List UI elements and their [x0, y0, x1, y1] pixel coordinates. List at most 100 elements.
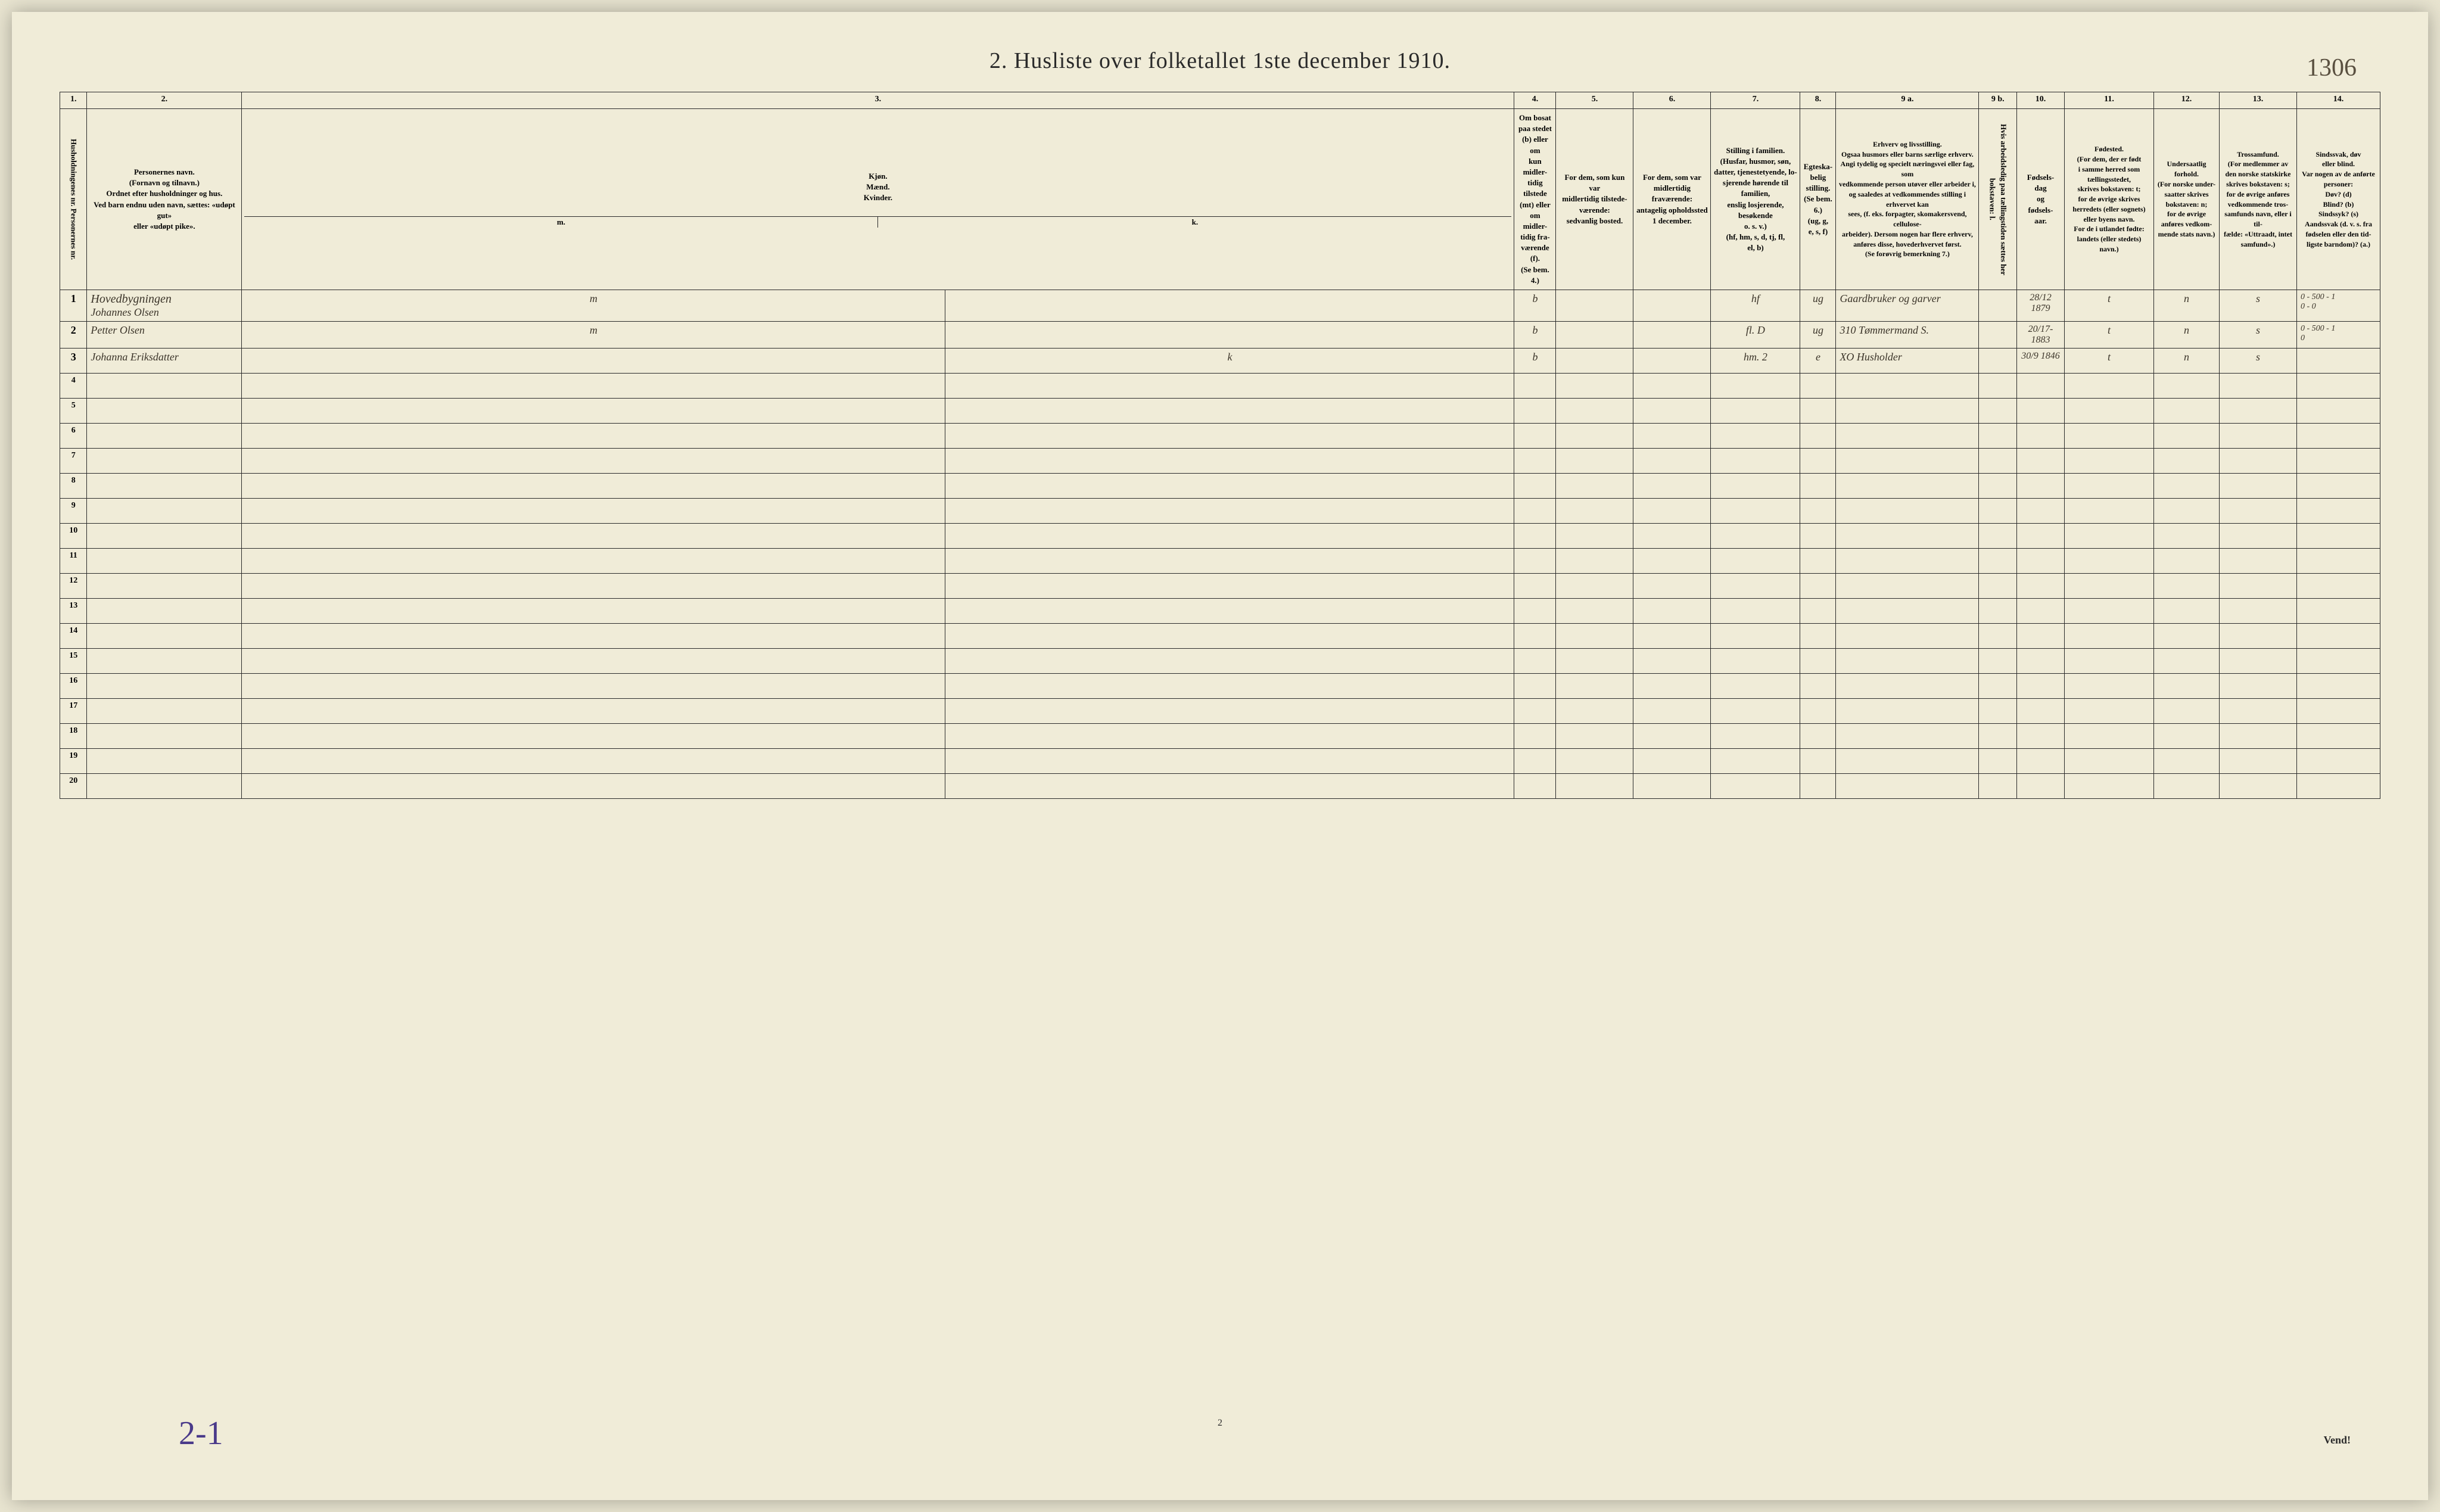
- cell: [1556, 624, 1633, 649]
- cell: [2017, 699, 2065, 724]
- cell: [2017, 374, 2065, 399]
- colnum-12: 12.: [2154, 92, 2220, 109]
- erhverv: XO Husholder: [1836, 349, 1979, 374]
- cell: [1711, 424, 1800, 449]
- cell: [2297, 424, 2380, 449]
- rownum: 12: [60, 574, 87, 599]
- cell: [1633, 524, 1711, 549]
- cell: [1836, 674, 1979, 699]
- cell: [87, 549, 242, 574]
- cell: [2154, 624, 2220, 649]
- cell: [1556, 774, 1633, 799]
- bosat: b: [1514, 290, 1556, 322]
- cell: [1556, 749, 1633, 774]
- cell: [87, 699, 242, 724]
- cell: [2017, 749, 2065, 774]
- cell: [1979, 399, 2017, 424]
- cell: [2154, 674, 2220, 699]
- cell: [1979, 524, 2017, 549]
- cell: [1633, 774, 1711, 799]
- rownum: 3: [60, 349, 87, 374]
- rownum: 8: [60, 474, 87, 499]
- cell: [242, 549, 945, 574]
- cell: [2154, 549, 2220, 574]
- cell: [2065, 699, 2154, 724]
- cell: [945, 499, 1514, 524]
- colnum-4: 4.: [1514, 92, 1556, 109]
- cell: [2220, 624, 2297, 649]
- cell: [1836, 624, 1979, 649]
- marginalia-note: 1306: [2307, 54, 2357, 82]
- col6: [1633, 290, 1711, 322]
- cell: [945, 699, 1514, 724]
- cell: [242, 674, 945, 699]
- cell: [1800, 649, 1836, 674]
- sex-k: [945, 290, 1514, 322]
- colnum-7: 7.: [1711, 92, 1800, 109]
- cell: [2297, 499, 2380, 524]
- cell: [2154, 424, 2220, 449]
- header-col3-m: m.: [244, 217, 878, 228]
- table-row: 11: [60, 549, 2380, 574]
- egte: ug: [1800, 322, 1836, 349]
- cell: [945, 774, 1514, 799]
- cell: [1514, 649, 1556, 674]
- cell: [1836, 524, 1979, 549]
- cell: [945, 599, 1514, 624]
- cell: [2017, 599, 2065, 624]
- cell: [1556, 424, 1633, 449]
- cell: [1711, 649, 1800, 674]
- cell: [2220, 499, 2297, 524]
- cell: [1711, 499, 1800, 524]
- cell: [1836, 499, 1979, 524]
- cell: [1514, 424, 1556, 449]
- col14: 0 - 500 - 1 0: [2297, 322, 2380, 349]
- table-row: 12: [60, 574, 2380, 599]
- table-row: 15: [60, 649, 2380, 674]
- header-col3: Kjøn. Mænd. Kvinder. m. k.: [242, 109, 1514, 290]
- header-col3-k: k.: [878, 217, 1511, 228]
- cell: [1633, 499, 1711, 524]
- cell: [1711, 449, 1800, 474]
- cell: [1633, 624, 1711, 649]
- cell: [2297, 699, 2380, 724]
- cell: [945, 474, 1514, 499]
- cell: [2154, 599, 2220, 624]
- cell: [2017, 774, 2065, 799]
- col5: [1556, 322, 1633, 349]
- cell: [2065, 774, 2154, 799]
- cell: [1633, 699, 1711, 724]
- cell: [2220, 749, 2297, 774]
- col5: [1556, 290, 1633, 322]
- table-row: 18: [60, 724, 2380, 749]
- tros: s: [2220, 322, 2297, 349]
- fodested: t: [2065, 322, 2154, 349]
- header-col8: Egteska- belig stilling. (Se bem. 6.) (u…: [1800, 109, 1836, 290]
- colnum-8: 8.: [1800, 92, 1836, 109]
- cell: [1514, 624, 1556, 649]
- rownum: 13: [60, 599, 87, 624]
- col9b: [1979, 290, 2017, 322]
- cell: [945, 574, 1514, 599]
- header-col9: Erhverv og livsstilling. Ogsaa husmors e…: [1836, 109, 1979, 290]
- colnum-6: 6.: [1633, 92, 1711, 109]
- cell: [1711, 374, 1800, 399]
- cell: [1836, 649, 1979, 674]
- cell: [242, 499, 945, 524]
- cell: [2297, 524, 2380, 549]
- cell: [1836, 549, 1979, 574]
- cell: [1633, 749, 1711, 774]
- cell: [1514, 449, 1556, 474]
- table-row: 14: [60, 624, 2380, 649]
- cell: [2154, 474, 2220, 499]
- cell: [2017, 724, 2065, 749]
- cell: [1633, 424, 1711, 449]
- cell: [1836, 424, 1979, 449]
- stilling: hm. 2: [1711, 349, 1800, 374]
- cell: [2154, 574, 2220, 599]
- cell: [1556, 549, 1633, 574]
- table-row: 9: [60, 499, 2380, 524]
- table-row: 4: [60, 374, 2380, 399]
- colnum-9a: 9 a.: [1836, 92, 1979, 109]
- cell: [1556, 724, 1633, 749]
